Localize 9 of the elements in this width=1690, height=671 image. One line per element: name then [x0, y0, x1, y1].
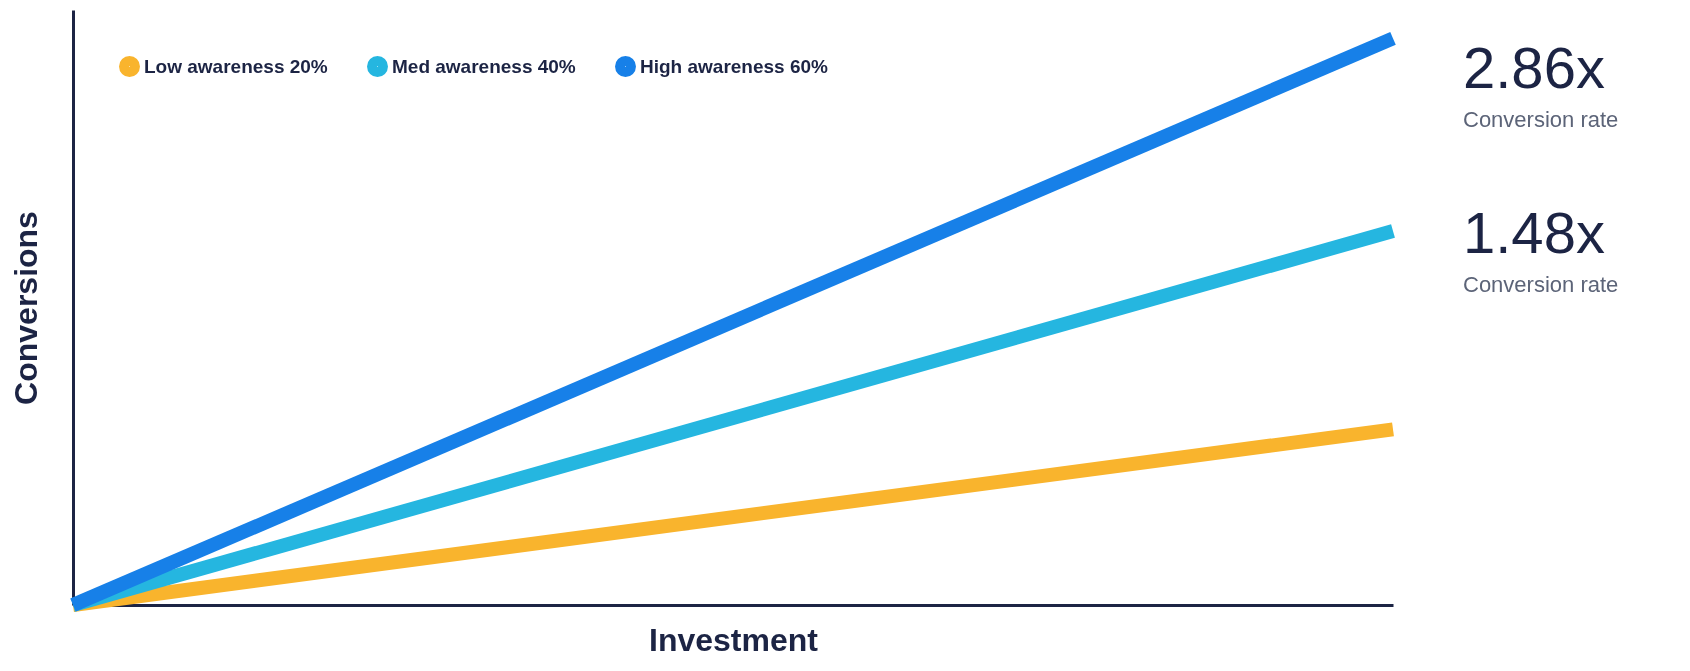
- legend-label: Low awareness 20%: [144, 55, 328, 77]
- y-axis-title: Conversions: [7, 211, 44, 405]
- annotation: Conversion rate: [1463, 107, 1619, 132]
- legend-label: Med awareness 40%: [392, 55, 576, 77]
- annotation: Conversion rate: [1463, 272, 1619, 297]
- annotation: 1.48x: [1463, 200, 1605, 265]
- legend-label: High awareness 60%: [640, 55, 829, 77]
- annotation: 2.86x: [1463, 35, 1605, 100]
- x-axis-title: Investment: [649, 621, 819, 658]
